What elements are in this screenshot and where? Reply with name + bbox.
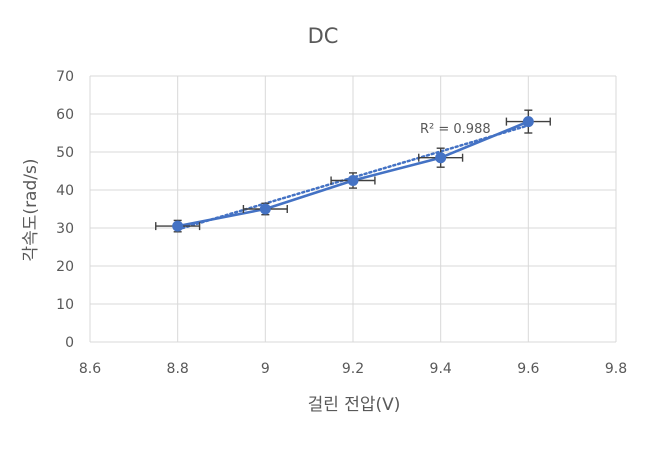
y-tick-label: 30 (56, 221, 74, 237)
x-tick-label: 8.6 (79, 361, 101, 377)
data-point (259, 203, 271, 215)
y-axis-label: 각속도(rad/s) (21, 159, 41, 262)
x-tick-label: 9.6 (517, 361, 539, 377)
data-point (172, 220, 184, 232)
y-tick-label: 20 (56, 259, 74, 275)
data-point (347, 175, 359, 186)
x-tick-label: 9.8 (605, 361, 627, 377)
y-tick-label: 60 (56, 107, 74, 123)
y-tick-label: 0 (65, 335, 74, 351)
y-tick-label: 10 (56, 297, 74, 313)
x-axis-label: 걸린 전압(V) (308, 395, 401, 415)
x-tick-label: 9 (261, 361, 270, 377)
x-tick-labels: 8.6 8.8 9 9.2 9.4 9.6 9.8 (79, 361, 627, 377)
data-point (522, 116, 534, 128)
data-point (435, 152, 447, 164)
x-tick-label: 9.4 (430, 361, 452, 377)
grid (89, 75, 617, 343)
x-tick-label: 8.8 (167, 361, 189, 377)
series-group (155, 109, 551, 233)
x-tick-label: 9.2 (342, 361, 364, 377)
y-tick-labels: 0 10 20 30 40 50 60 70 (56, 69, 74, 351)
chart-title: DC (308, 24, 339, 48)
y-tick-label: 40 (56, 183, 74, 199)
r2-label: R² = 0.988 (420, 122, 491, 137)
y-tick-label: 50 (56, 145, 74, 161)
y-tick-label: 70 (56, 69, 74, 85)
